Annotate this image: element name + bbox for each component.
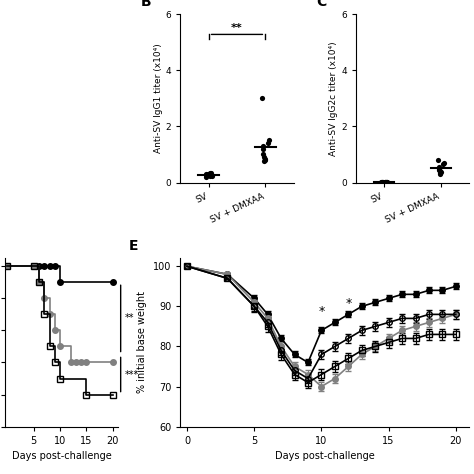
Point <box>378 178 386 186</box>
Point <box>204 170 211 178</box>
Text: ***: *** <box>124 370 138 380</box>
Point <box>260 154 268 161</box>
Point <box>259 151 267 158</box>
Point <box>84 117 92 125</box>
Point <box>383 178 391 186</box>
Text: **: ** <box>55 23 67 33</box>
Point <box>84 103 91 110</box>
Point <box>31 177 38 185</box>
Point <box>88 53 96 60</box>
Point <box>435 164 443 171</box>
Point <box>31 176 38 184</box>
Point <box>202 173 210 181</box>
Point <box>380 178 387 186</box>
Point <box>264 137 272 144</box>
Point <box>27 177 35 184</box>
Text: *: * <box>345 297 351 310</box>
Point <box>260 158 268 165</box>
Point <box>381 178 389 186</box>
Point <box>82 36 90 43</box>
Text: C: C <box>316 0 327 9</box>
Point <box>202 171 210 179</box>
Point <box>208 172 216 179</box>
Point <box>206 173 214 180</box>
Point <box>206 171 213 179</box>
Point <box>85 139 93 147</box>
Point <box>86 137 94 144</box>
Point <box>32 177 40 185</box>
Point <box>27 177 35 185</box>
Y-axis label: Anti-SV IgG2c titer (x10⁴): Anti-SV IgG2c titer (x10⁴) <box>329 41 338 155</box>
Point <box>261 156 269 164</box>
Text: **: ** <box>231 23 243 33</box>
Y-axis label: Anti-SV IgG1 titer (x10⁴): Anti-SV IgG1 titer (x10⁴) <box>154 44 163 153</box>
Point <box>207 169 214 176</box>
Point <box>32 177 39 184</box>
Point <box>206 170 213 178</box>
Point <box>382 178 390 186</box>
X-axis label: Days post-challenge: Days post-challenge <box>11 451 111 461</box>
Point <box>438 168 445 176</box>
Point <box>264 139 272 147</box>
Point <box>259 145 267 153</box>
Point <box>262 155 269 163</box>
Point <box>207 170 215 177</box>
Text: E: E <box>128 239 138 253</box>
Point <box>383 178 391 186</box>
Point <box>30 177 37 185</box>
Point <box>84 109 91 116</box>
Point <box>30 177 37 185</box>
Point <box>378 178 386 186</box>
Point <box>84 165 92 173</box>
Point <box>28 177 36 185</box>
Point <box>258 95 266 102</box>
Point <box>26 177 34 185</box>
Point <box>435 165 443 173</box>
Point <box>439 161 447 168</box>
Point <box>381 178 389 186</box>
Point <box>436 170 443 178</box>
Point <box>84 95 91 102</box>
Point <box>377 178 385 186</box>
Point <box>382 178 390 186</box>
Text: B: B <box>141 0 151 9</box>
Point <box>434 156 441 164</box>
Y-axis label: % initial base weight: % initial base weight <box>137 292 147 393</box>
Point <box>440 159 448 167</box>
Point <box>202 170 210 177</box>
Point <box>437 169 444 176</box>
Point <box>89 38 97 46</box>
Point <box>436 167 443 174</box>
X-axis label: Days post-challenge: Days post-challenge <box>275 451 374 461</box>
Point <box>435 166 443 173</box>
Point <box>260 142 267 150</box>
Text: **: ** <box>124 313 134 323</box>
Text: *: * <box>319 305 325 319</box>
